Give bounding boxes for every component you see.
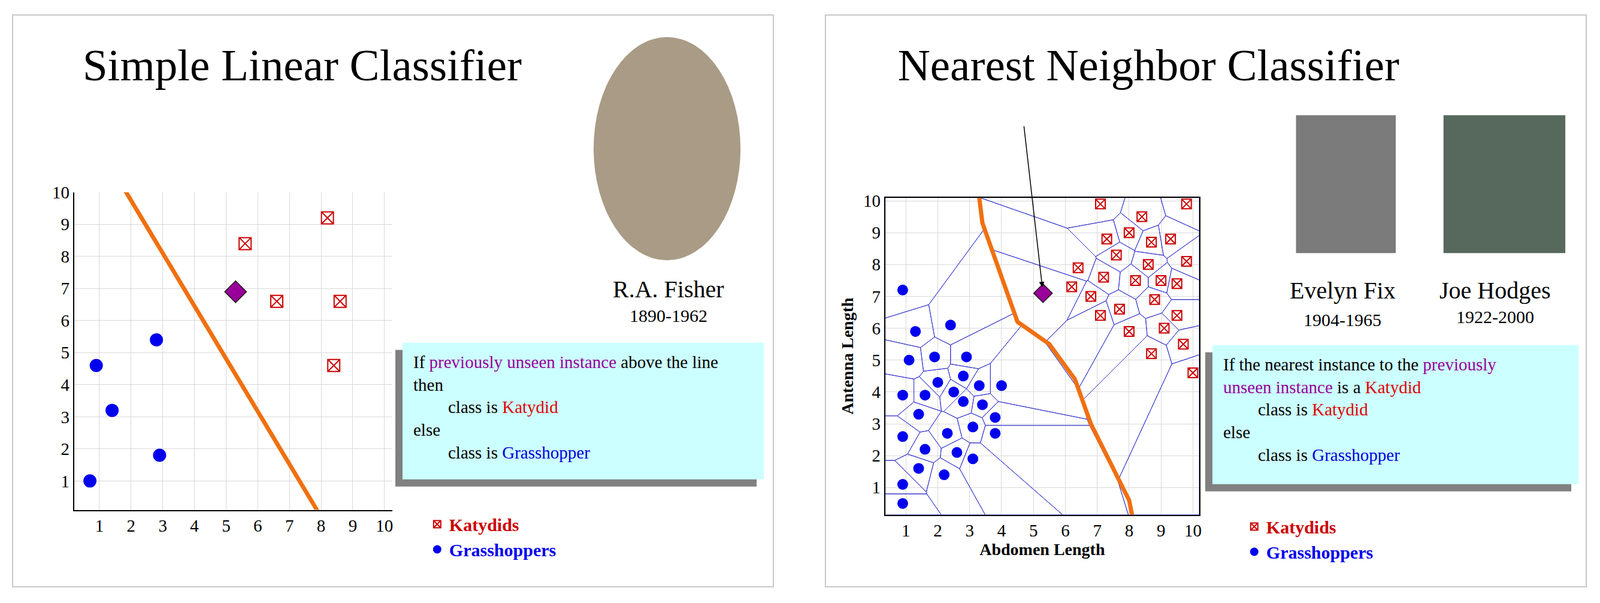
- svg-text:4: 4: [60, 374, 70, 395]
- svg-text:9: 9: [60, 214, 70, 234]
- svg-text:3: 3: [158, 515, 168, 535]
- svg-text:1922-2000: 1922-2000: [1456, 306, 1535, 327]
- svg-text:6: 6: [60, 310, 70, 331]
- svg-text:7: 7: [1092, 520, 1102, 540]
- svg-text:9: 9: [1156, 520, 1166, 540]
- svg-text:8: 8: [316, 515, 326, 535]
- svg-text:4: 4: [189, 515, 199, 535]
- svg-text:2: 2: [933, 520, 943, 540]
- svg-text:1: 1: [901, 520, 911, 540]
- svg-text:10: 10: [863, 191, 881, 211]
- svg-text:If the nearest instance to the: If the nearest instance to the previousl…: [1223, 354, 1497, 465]
- svg-text:5: 5: [221, 515, 231, 535]
- svg-text:Abdomen Length: Abdomen Length: [979, 539, 1106, 559]
- svg-text:8: 8: [60, 246, 70, 266]
- svg-text:7: 7: [871, 286, 881, 307]
- svg-text:6: 6: [871, 318, 881, 338]
- svg-text:4: 4: [997, 520, 1007, 540]
- svg-text:5: 5: [871, 350, 881, 370]
- svg-text:1: 1: [60, 471, 70, 491]
- svg-text:9: 9: [871, 222, 881, 243]
- svg-text:Evelyn Fix: Evelyn Fix: [1289, 276, 1396, 304]
- svg-text:If previously unseen instance: If previously unseen instance above the …: [413, 352, 719, 462]
- svg-text:2: 2: [871, 445, 881, 465]
- svg-text:6: 6: [253, 515, 263, 535]
- svg-text:10: 10: [52, 182, 70, 202]
- svg-text:Nearest Neighbor Classifier: Nearest Neighbor Classifier: [897, 40, 1400, 90]
- svg-text:Grasshoppers: Grasshoppers: [1266, 542, 1373, 562]
- svg-text:7: 7: [60, 278, 70, 298]
- svg-text:Simple Linear Classifier: Simple Linear Classifier: [82, 40, 522, 90]
- svg-text:5: 5: [60, 342, 70, 362]
- svg-text:6: 6: [1060, 520, 1070, 540]
- svg-text:10: 10: [375, 515, 393, 535]
- svg-text:1904-1965: 1904-1965: [1303, 309, 1382, 330]
- svg-text:3: 3: [60, 407, 70, 427]
- svg-text:7: 7: [285, 515, 295, 535]
- svg-text:3: 3: [965, 520, 975, 540]
- svg-text:1: 1: [871, 477, 881, 497]
- svg-text:3: 3: [871, 413, 881, 434]
- svg-text:9: 9: [348, 515, 358, 535]
- svg-text:2: 2: [60, 439, 70, 459]
- svg-text:1: 1: [95, 515, 105, 535]
- svg-text:8: 8: [1124, 520, 1134, 540]
- svg-text:8: 8: [871, 254, 881, 274]
- svg-text:5: 5: [1029, 520, 1039, 540]
- svg-text:Katydids: Katydids: [1266, 516, 1337, 537]
- svg-text:4: 4: [871, 382, 881, 402]
- svg-text:Joe Hodges: Joe Hodges: [1439, 276, 1551, 304]
- svg-text:1890-1962: 1890-1962: [629, 305, 708, 326]
- svg-text:Katydids: Katydids: [449, 514, 520, 535]
- svg-text:2: 2: [126, 515, 136, 535]
- svg-text:Grasshoppers: Grasshoppers: [449, 539, 556, 560]
- svg-text:Antenna Length: Antenna Length: [838, 297, 857, 415]
- svg-text:10: 10: [1184, 520, 1202, 540]
- svg-text:R.A. Fisher: R.A. Fisher: [612, 275, 725, 303]
